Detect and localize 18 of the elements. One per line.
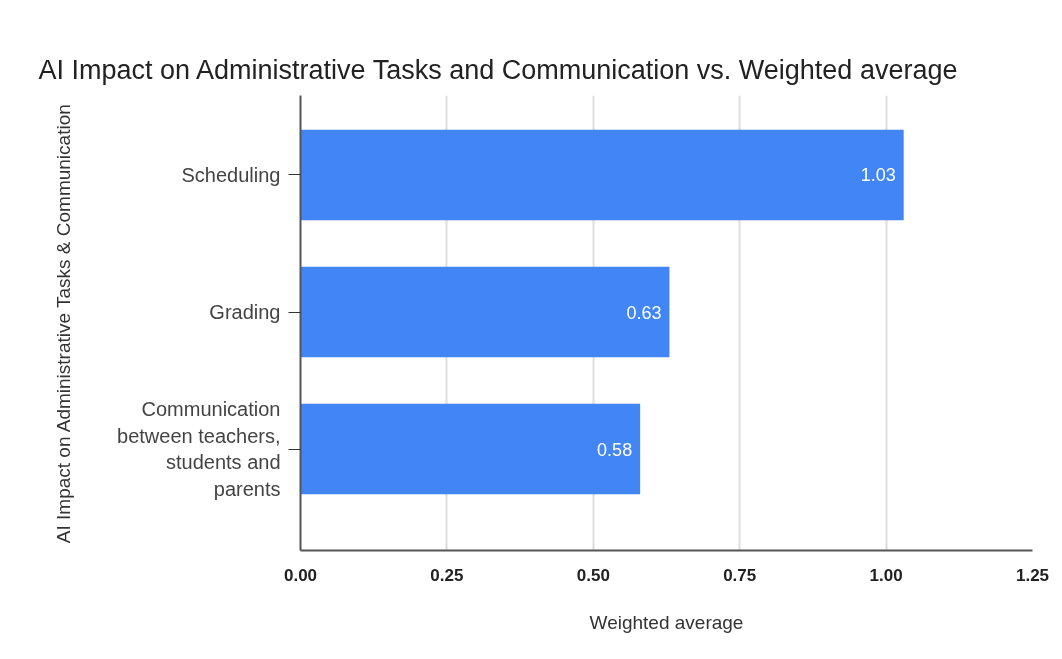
y-tick-label: Grading [209, 301, 281, 324]
y-axis-title: AI Impact on Administrative Tasks & Communication [53, 104, 75, 544]
x-tick-label: 0.00 [283, 565, 318, 585]
y-tick-label: Scheduling [181, 163, 281, 186]
data-label: 1.03 [860, 165, 896, 186]
x-tick-label: 0.25 [430, 565, 464, 585]
x-tick-label: 1.25 [1015, 565, 1050, 585]
data-label: 0.63 [626, 302, 662, 323]
x-tick-label: 1.00 [869, 565, 903, 585]
bar [300, 266, 670, 358]
y-tick-label: Communication between teachers, students and parents [117, 398, 281, 500]
bar [300, 129, 904, 221]
x-axis-title: Weighted average [589, 611, 744, 633]
chart-title: AI Impact on Administrative Tasks and Communication vs. Weighted average [38, 54, 958, 85]
data-label: 0.58 [597, 439, 633, 460]
x-tick-label: 0.75 [723, 565, 757, 585]
x-tick-label: 0.50 [576, 565, 610, 585]
bar [300, 403, 641, 495]
